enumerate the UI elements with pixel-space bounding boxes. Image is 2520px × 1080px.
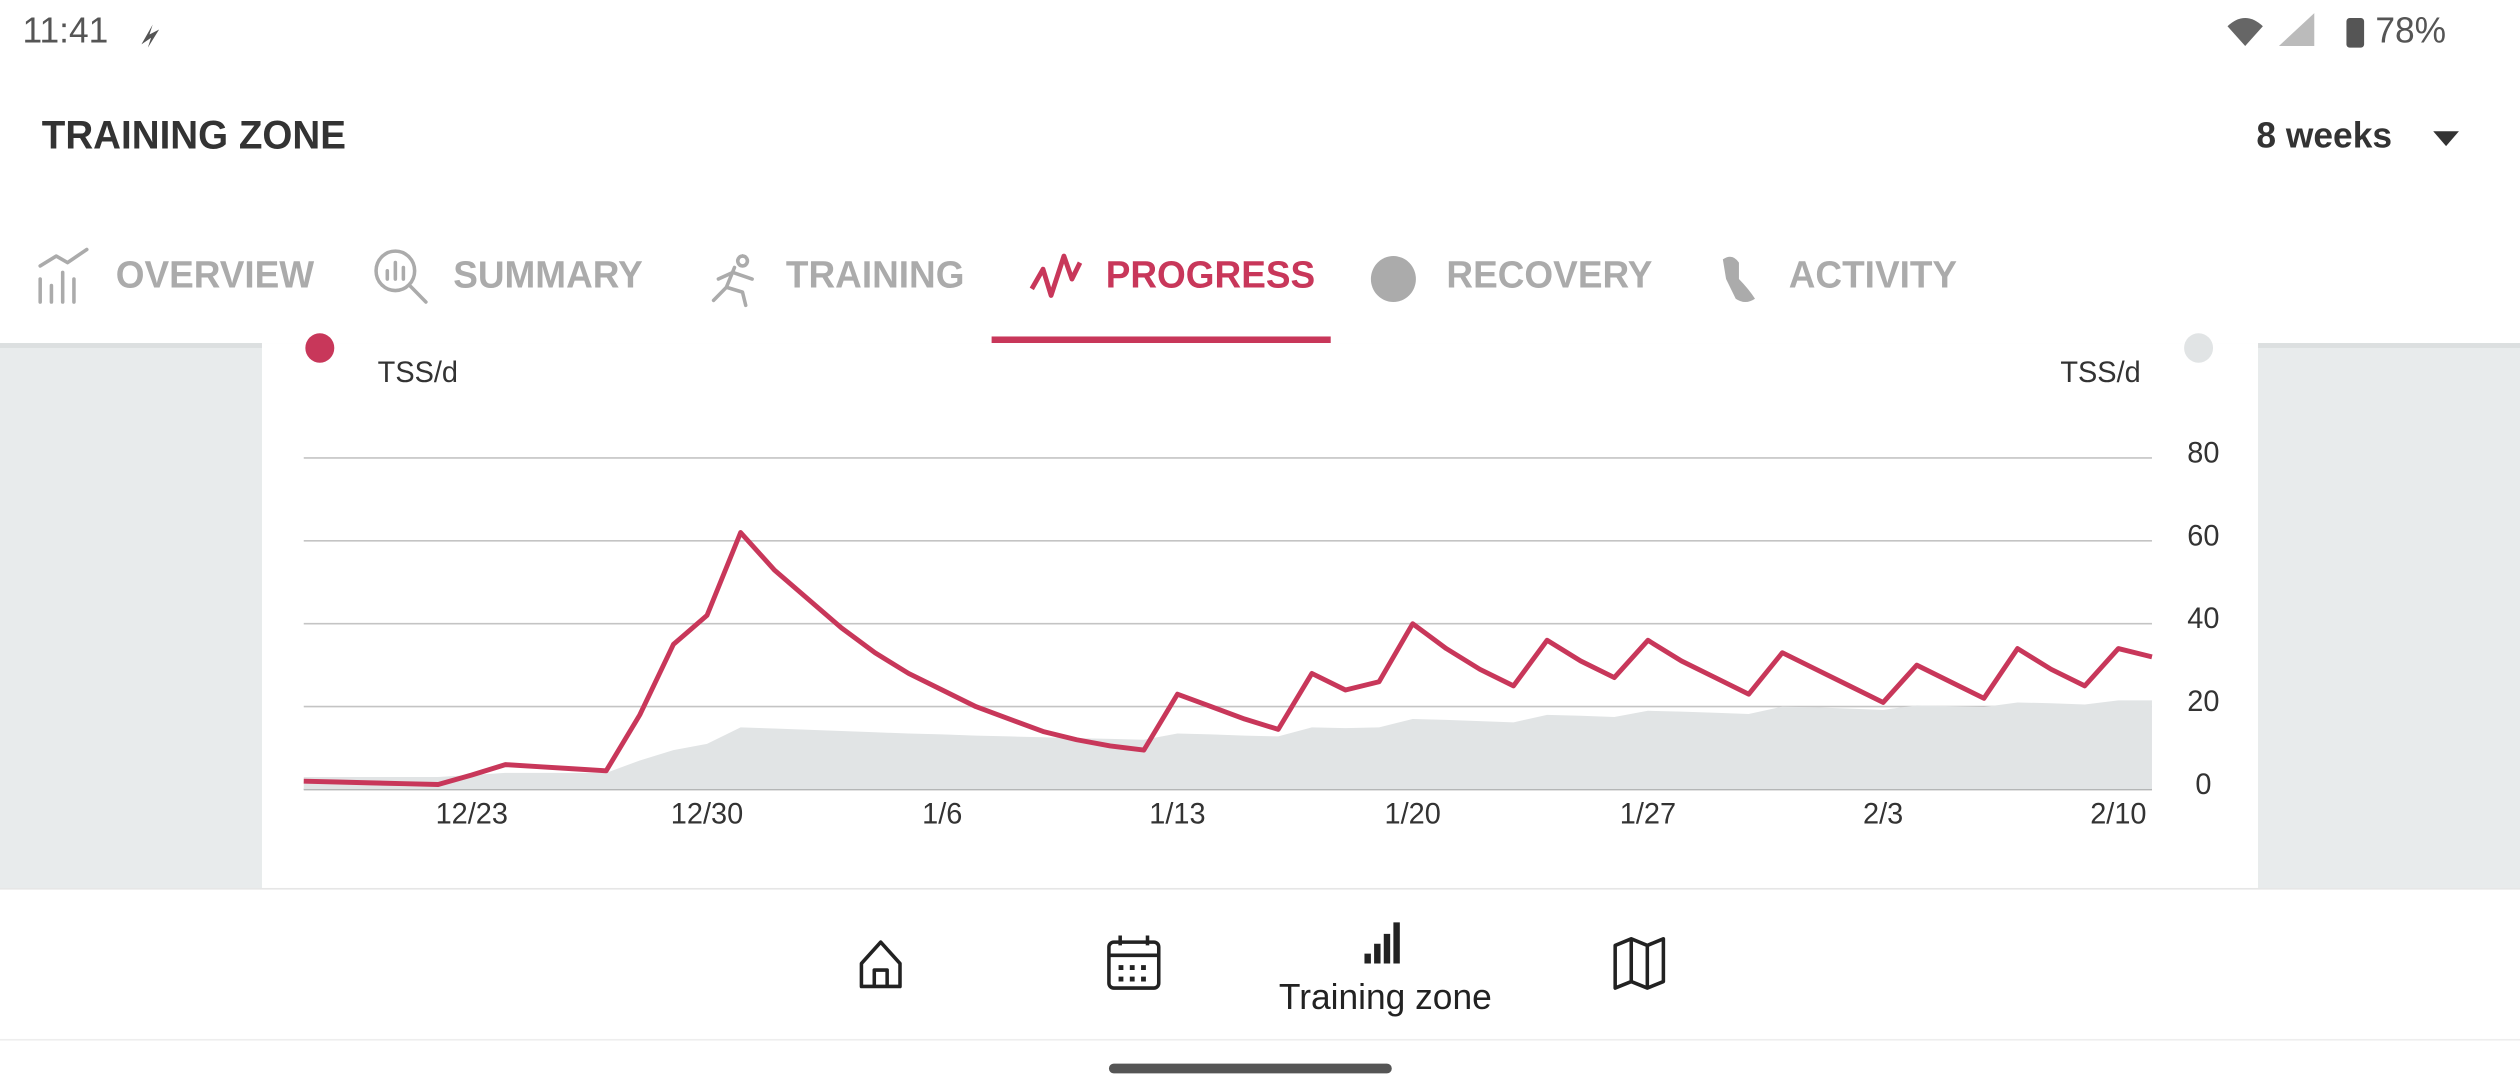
recovery-icon (1370, 256, 1416, 303)
y-tick-label: 40 (2187, 603, 2219, 635)
x-tick-label: 1/20 (1385, 798, 1441, 830)
plot: 0 20 40 60 80 12/23 12/30 1/6 1/13 1/20 1/27 2/3 2/1… (303, 437, 2219, 831)
y-axis-label: TSS/d (378, 357, 458, 389)
activity-icon (1722, 256, 1755, 303)
tab-label[interactable]: TRAINING (786, 253, 965, 295)
x-tick-label: 2/10 (2090, 798, 2146, 830)
legend-dot (305, 333, 335, 363)
y2-axis-label: TSS/d (2060, 357, 2140, 389)
tab-label[interactable]: PROGRESS (1106, 253, 1315, 295)
wifi-icon (2227, 18, 2263, 46)
calendar-button[interactable] (1107, 935, 1161, 990)
x-tick-label: 12/23 (436, 798, 508, 830)
x-tick-label: 12/30 (671, 798, 743, 830)
training-zone-button[interactable] (1364, 922, 1400, 964)
status-time: 11:41 (22, 10, 108, 50)
nav-divider (0, 887, 2520, 890)
x-tick-label: 1/6 (922, 798, 962, 830)
nav-bottom-line (0, 1038, 2520, 1041)
progress-icon (1029, 253, 1083, 298)
header-title: TRAINING ZONE (42, 114, 346, 157)
active-tab-indicator (991, 336, 1331, 344)
tab-label[interactable]: RECOVERY (1446, 253, 1652, 295)
tab-bar: OVERVIEW SUMMARY TRAINING PROGRESS RECOVERY A… (38, 247, 1957, 308)
line (303, 530, 2153, 787)
y-tick-label: 0 (2195, 769, 2211, 801)
y-tick-label: 80 (2187, 437, 2219, 469)
map-button[interactable] (1613, 937, 1666, 990)
tab-label[interactable]: OVERVIEW (116, 253, 315, 295)
chart-card (261, 343, 2259, 888)
flash-icon (141, 24, 160, 48)
tab-label[interactable]: ACTIVITY (1789, 253, 1957, 295)
home-indicator (1108, 1063, 1392, 1074)
y-tick-label: 20 (2187, 686, 2219, 718)
x-tick-label: 2/3 (1863, 798, 1903, 830)
area (303, 700, 2152, 790)
nav-label[interactable]: Training zone (1279, 977, 1492, 1017)
home-button[interactable] (859, 940, 902, 989)
tab-label[interactable]: SUMMARY (453, 253, 643, 295)
battery-level: 78% (2375, 10, 2446, 50)
period-selector[interactable]: 8 weeks (2256, 115, 2392, 155)
training-icon (711, 254, 754, 308)
x-tick-label: 1/27 (1620, 798, 1676, 830)
x-tick-label: 1/13 (1149, 798, 1205, 830)
battery-icon (2346, 18, 2365, 48)
dropdown-arrow[interactable] (2433, 131, 2459, 147)
overview-icon (38, 247, 89, 304)
legend-dot (2184, 333, 2214, 363)
summary-icon (374, 249, 428, 304)
y-tick-label: 60 (2187, 520, 2219, 552)
